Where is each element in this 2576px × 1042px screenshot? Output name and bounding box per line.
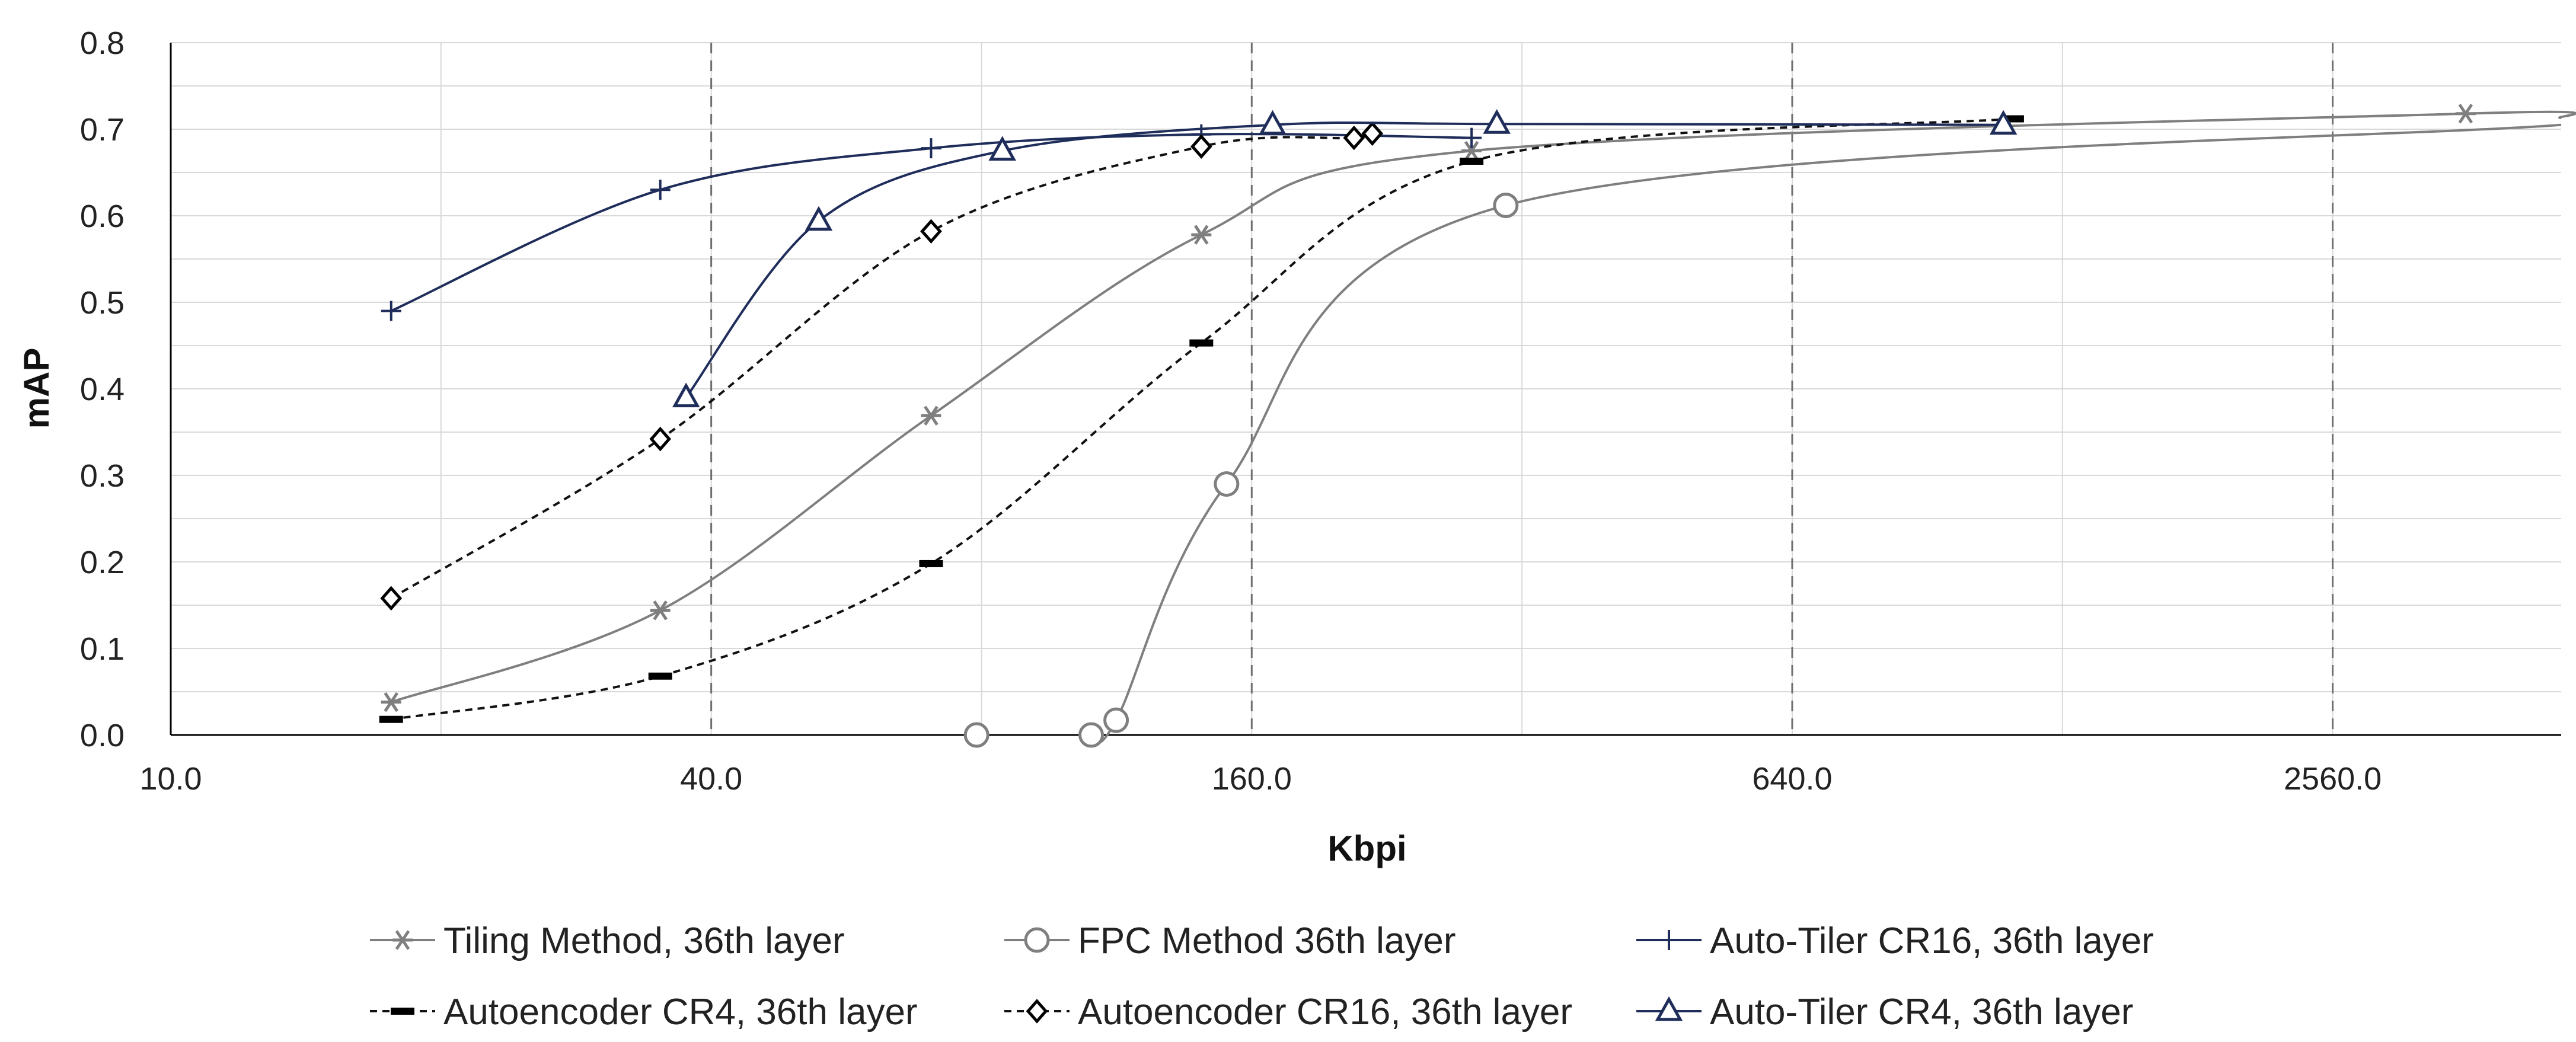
data-point-marker [379,715,403,723]
y-tick-label: 0.4 [80,372,125,407]
y-tick-label: 0.6 [80,199,125,234]
series-line [391,110,2576,704]
data-point-marker [805,206,833,231]
series-1 [381,104,2576,712]
series-2 [963,123,2562,748]
y-tick-label: 0.7 [80,112,125,148]
data-point-marker [1461,140,1482,161]
series-line [391,117,2013,721]
data-point-marker [672,382,700,408]
legend-marker [1655,996,1683,1021]
legend-marker [391,1008,414,1015]
data-point-marker [650,600,671,621]
chart-axes [170,43,2561,736]
legend-label: Autoencoder CR16, 36th layer [1078,992,1572,1033]
x-tick-label: 40.0 [680,761,742,797]
legend-label: FPC Method 36th layer [1078,920,1456,961]
chart-series [379,104,2576,748]
x-tick-label: 2560.0 [2284,761,2382,797]
x-tick-label: 640.0 [1752,761,1832,797]
data-point-marker [1214,471,1240,497]
data-point-marker [1460,158,1484,165]
series-line [1090,123,2562,744]
data-point-marker [1078,722,1105,748]
legend-marker [392,930,413,950]
x-axis-title: Kbpi [1327,829,1406,868]
legend-item: Autoencoder CR16, 36th layer [1004,992,1572,1033]
data-point-marker [648,672,672,680]
x-tick-label: 10.0 [139,761,202,797]
y-tick-label: 0.0 [80,718,125,753]
data-point-marker [988,136,1016,161]
data-point-marker [1483,109,1511,134]
data-point-marker [1103,707,1129,733]
data-point-marker [650,180,671,200]
data-point-marker [1361,121,1384,146]
legend-item: Auto-Tiler CR4, 36th layer [1636,992,2133,1033]
legend-marker [1024,927,1050,953]
data-point-marker [649,426,672,452]
data-point-marker [2455,104,2476,124]
data-point-marker [381,692,401,712]
data-point-marker [1461,127,1482,148]
series-6 [672,109,2018,408]
y-tick-label: 0.5 [80,285,125,321]
legend-item: Auto-Tiler CR16, 36th layer [1636,920,2154,961]
chart-legend: Tiling Method, 36th layer FPC Method 36th… [370,920,2154,1033]
y-tick-label: 0.3 [80,458,125,494]
chart-dashed-verticals [710,43,2334,735]
data-point-marker [1259,110,1287,135]
data-point-marker [1191,225,1212,245]
chart-grid [171,42,2561,735]
data-point-marker [963,722,989,748]
legend-item: FPC Method 36th layer [1004,920,1456,961]
legend-label: Auto-Tiler CR4, 36th layer [1710,992,2133,1033]
data-point-marker [1189,339,1214,347]
series-5 [380,121,1384,611]
legend-label: Tiling Method, 36th layer [443,920,845,961]
data-point-marker [920,219,942,244]
data-point-marker [380,586,403,611]
x-tick-label: 160.0 [1212,761,1292,797]
data-point-marker [381,301,401,321]
data-point-marker [919,560,943,567]
legend-marker [1659,930,1679,950]
data-point-marker [1493,192,1519,218]
y-tick-label: 0.1 [80,631,125,667]
y-axis-title: mAP [17,348,56,429]
series-line [390,132,1374,600]
data-point-marker [921,138,941,159]
chart-tick-labels: 0.0 0.1 0.2 0.3 0.4 0.5 0.6 0.7 0.8 10.0 40.0 160.0… [80,25,2382,797]
data-point-marker [921,405,941,426]
legend-label: Autoencoder CR4, 36th layer [443,992,918,1033]
legend-item: Autoencoder CR4, 36th layer [370,992,918,1033]
legend-marker [1026,999,1048,1024]
data-point-marker [1343,125,1365,151]
y-tick-label: 0.2 [80,545,125,580]
legend-item: Tiling Method, 36th layer [370,920,845,961]
data-point-marker [1190,134,1212,159]
legend-label: Auto-Tiler CR16, 36th layer [1710,920,2154,961]
series-4 [379,115,2024,723]
data-point-marker [1989,110,2018,135]
y-tick-label: 0.8 [80,25,125,61]
